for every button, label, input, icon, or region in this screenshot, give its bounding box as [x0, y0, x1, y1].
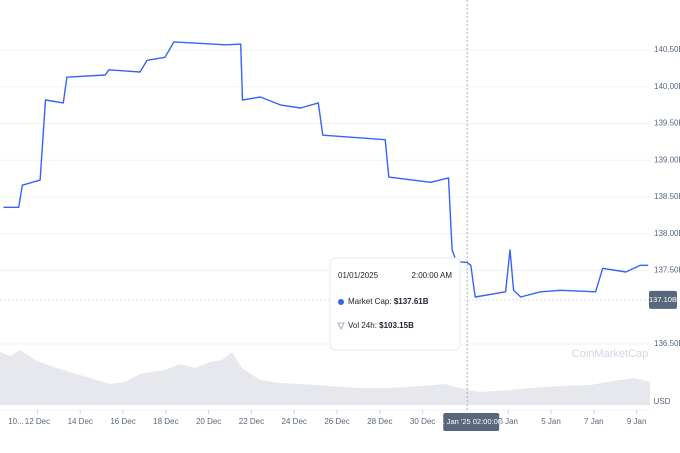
- x-tick-label: 20 Dec: [196, 417, 221, 426]
- y-tick-label: 140.00B: [654, 82, 680, 91]
- tooltip-label: Vol 24h:: [348, 321, 377, 330]
- current-badge: [649, 290, 677, 309]
- x-tick-label: 22 Dec: [239, 417, 264, 426]
- tooltip-row: Vol 24h: $103.15B: [348, 321, 414, 330]
- y-tick-label: 136.50B: [654, 339, 680, 348]
- x-tick-label: 16 Dec: [110, 417, 135, 426]
- tooltip-dot: [338, 299, 344, 305]
- tooltip-label: Market Cap:: [348, 297, 392, 306]
- tooltip-row: Market Cap: $137.61B: [348, 297, 429, 306]
- crosshair-badge: [443, 413, 500, 431]
- x-tick-label: 24 Dec: [282, 417, 307, 426]
- x-tick-label: 5 Jan: [541, 417, 561, 426]
- x-tick-label: 3 Jan: [498, 417, 518, 426]
- x-tick-label: 7 Jan: [584, 417, 604, 426]
- tooltip-value: $137.61B: [394, 297, 429, 306]
- tooltip-time: 2:00:00 AM: [412, 271, 453, 280]
- x-tick-label: 28 Dec: [367, 417, 392, 426]
- x-tick-label: 9 Jan: [627, 417, 647, 426]
- x-tick-label: 18 Dec: [153, 417, 178, 426]
- tooltip-icon: [337, 322, 345, 331]
- y-tick-label: 138.50B: [654, 192, 680, 201]
- y-tick-label: 139.00B: [654, 155, 680, 164]
- x-tick-label: 30 Dec: [410, 417, 435, 426]
- volume-area: [0, 350, 650, 405]
- tooltip-box: [329, 257, 461, 351]
- tooltip: 01/01/2025 2:00:00 AM Market Cap: $137.6…: [329, 257, 461, 351]
- tooltip-value: $103.15B: [379, 321, 414, 330]
- x-tick-label: 26 Dec: [324, 417, 349, 426]
- x-tick-label: 10...: [8, 417, 24, 426]
- y-unit: USD: [654, 397, 671, 406]
- x-tick-label: 14 Dec: [68, 417, 93, 426]
- y-tick-label: 138.00B: [654, 229, 680, 238]
- x-tick-label: 12 Dec: [25, 417, 50, 426]
- y-tick-label: 139.50B: [654, 119, 680, 128]
- tooltip-date: 01/01/2025: [338, 271, 379, 280]
- crosshair-label: 1 Jan '25 02:00:00: [440, 417, 501, 426]
- y-tick-label: 137.50B: [654, 266, 680, 275]
- current-label: 137.10B: [649, 295, 677, 304]
- series-line: [3, 41, 649, 298]
- y-tick-label: 140.50B: [654, 45, 680, 54]
- watermark: CoinMarketCap: [572, 348, 648, 360]
